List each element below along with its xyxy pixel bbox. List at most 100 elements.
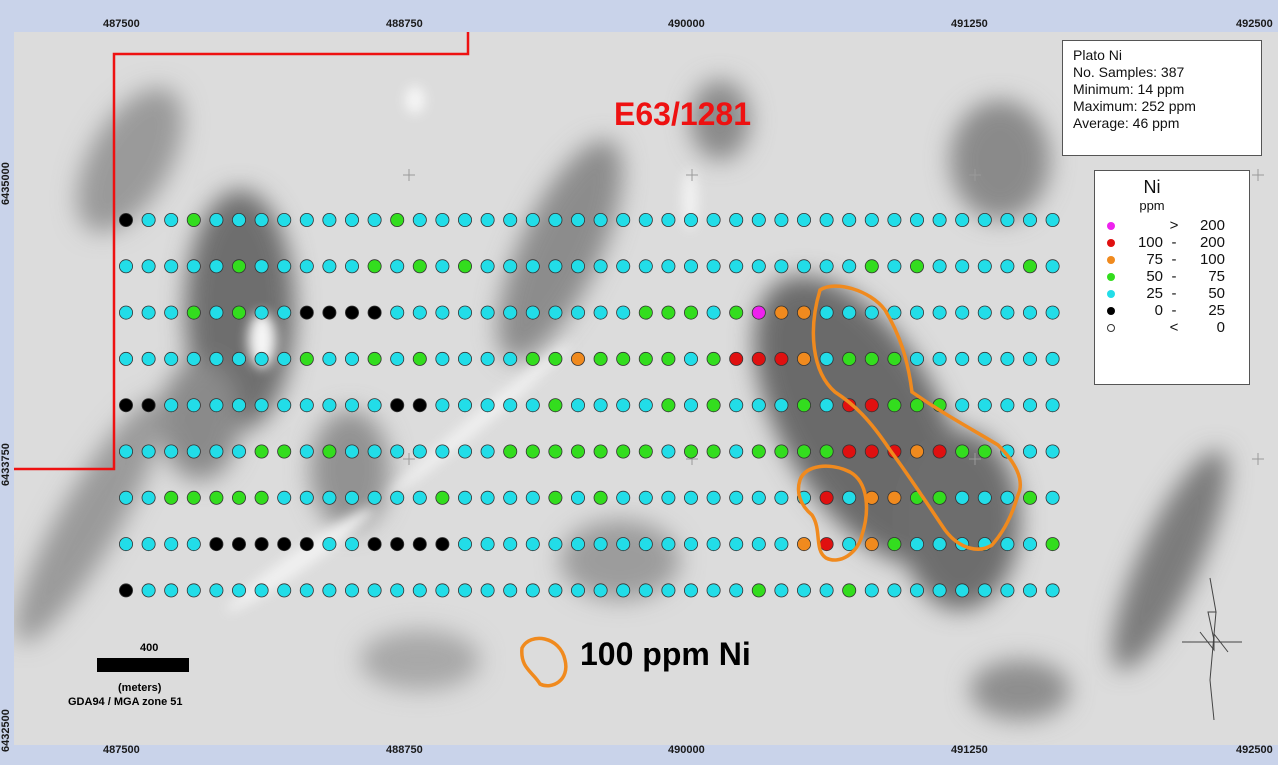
- sample-point[interactable]: [390, 351, 405, 366]
- sample-point[interactable]: [390, 305, 405, 320]
- sample-point[interactable]: [864, 212, 879, 227]
- sample-point[interactable]: [119, 398, 134, 413]
- sample-point[interactable]: [141, 212, 156, 227]
- sample-point[interactable]: [684, 444, 699, 459]
- sample-point[interactable]: [299, 212, 314, 227]
- sample-point[interactable]: [864, 305, 879, 320]
- sample-point[interactable]: [910, 259, 925, 274]
- sample-point[interactable]: [322, 212, 337, 227]
- sample-point[interactable]: [616, 537, 631, 552]
- sample-point[interactable]: [209, 444, 224, 459]
- sample-point[interactable]: [231, 583, 246, 598]
- sample-point[interactable]: [277, 305, 292, 320]
- sample-point[interactable]: [751, 398, 766, 413]
- sample-point[interactable]: [412, 490, 427, 505]
- sample-point[interactable]: [186, 259, 201, 274]
- sample-point[interactable]: [322, 305, 337, 320]
- sample-point[interactable]: [661, 305, 676, 320]
- sample-point[interactable]: [774, 351, 789, 366]
- sample-point[interactable]: [344, 351, 359, 366]
- sample-point[interactable]: [480, 583, 495, 598]
- sample-point[interactable]: [1000, 212, 1015, 227]
- sample-point[interactable]: [367, 537, 382, 552]
- sample-point[interactable]: [1023, 305, 1038, 320]
- sample-point[interactable]: [593, 490, 608, 505]
- sample-point[interactable]: [774, 490, 789, 505]
- sample-point[interactable]: [141, 490, 156, 505]
- sample-point[interactable]: [819, 444, 834, 459]
- sample-point[interactable]: [661, 351, 676, 366]
- sample-point[interactable]: [842, 583, 857, 598]
- sample-point[interactable]: [164, 398, 179, 413]
- sample-point[interactable]: [412, 212, 427, 227]
- sample-point[interactable]: [1000, 259, 1015, 274]
- sample-point[interactable]: [254, 305, 269, 320]
- sample-point[interactable]: [503, 305, 518, 320]
- sample-point[interactable]: [751, 444, 766, 459]
- sample-point[interactable]: [729, 398, 744, 413]
- sample-point[interactable]: [684, 537, 699, 552]
- sample-point[interactable]: [119, 490, 134, 505]
- sample-point[interactable]: [1045, 444, 1060, 459]
- sample-point[interactable]: [119, 351, 134, 366]
- sample-point[interactable]: [1023, 537, 1038, 552]
- sample-point[interactable]: [119, 537, 134, 552]
- sample-point[interactable]: [706, 490, 721, 505]
- sample-point[interactable]: [164, 212, 179, 227]
- sample-point[interactable]: [661, 212, 676, 227]
- sample-point[interactable]: [910, 212, 925, 227]
- sample-point[interactable]: [186, 537, 201, 552]
- sample-point[interactable]: [435, 212, 450, 227]
- sample-point[interactable]: [616, 305, 631, 320]
- sample-point[interactable]: [548, 537, 563, 552]
- sample-point[interactable]: [435, 351, 450, 366]
- sample-point[interactable]: [390, 444, 405, 459]
- sample-point[interactable]: [209, 537, 224, 552]
- sample-point[interactable]: [797, 583, 812, 598]
- sample-point[interactable]: [119, 583, 134, 598]
- sample-point[interactable]: [435, 444, 450, 459]
- sample-point[interactable]: [231, 490, 246, 505]
- sample-point[interactable]: [774, 259, 789, 274]
- sample-point[interactable]: [390, 259, 405, 274]
- sample-point[interactable]: [1023, 212, 1038, 227]
- sample-point[interactable]: [661, 259, 676, 274]
- sample-point[interactable]: [593, 212, 608, 227]
- sample-point[interactable]: [435, 398, 450, 413]
- sample-point[interactable]: [842, 444, 857, 459]
- sample-point[interactable]: [457, 444, 472, 459]
- sample-point[interactable]: [593, 583, 608, 598]
- sample-point[interactable]: [322, 444, 337, 459]
- sample-point[interactable]: [412, 398, 427, 413]
- sample-point[interactable]: [1023, 444, 1038, 459]
- sample-point[interactable]: [367, 444, 382, 459]
- sample-point[interactable]: [977, 490, 992, 505]
- sample-point[interactable]: [186, 444, 201, 459]
- sample-point[interactable]: [887, 398, 902, 413]
- sample-point[interactable]: [548, 305, 563, 320]
- sample-point[interactable]: [164, 259, 179, 274]
- sample-point[interactable]: [367, 259, 382, 274]
- sample-point[interactable]: [932, 305, 947, 320]
- sample-point[interactable]: [616, 351, 631, 366]
- sample-point[interactable]: [1000, 490, 1015, 505]
- sample-point[interactable]: [254, 583, 269, 598]
- sample-point[interactable]: [480, 212, 495, 227]
- sample-point[interactable]: [457, 212, 472, 227]
- sample-point[interactable]: [887, 212, 902, 227]
- sample-point[interactable]: [1023, 259, 1038, 274]
- sample-point[interactable]: [344, 444, 359, 459]
- sample-point[interactable]: [277, 351, 292, 366]
- sample-point[interactable]: [412, 305, 427, 320]
- sample-point[interactable]: [774, 305, 789, 320]
- sample-point[interactable]: [209, 583, 224, 598]
- sample-point[interactable]: [1045, 212, 1060, 227]
- sample-point[interactable]: [729, 212, 744, 227]
- sample-point[interactable]: [390, 537, 405, 552]
- sample-point[interactable]: [119, 212, 134, 227]
- sample-point[interactable]: [231, 444, 246, 459]
- sample-point[interactable]: [842, 537, 857, 552]
- sample-point[interactable]: [638, 305, 653, 320]
- sample-point[interactable]: [864, 351, 879, 366]
- sample-point[interactable]: [480, 351, 495, 366]
